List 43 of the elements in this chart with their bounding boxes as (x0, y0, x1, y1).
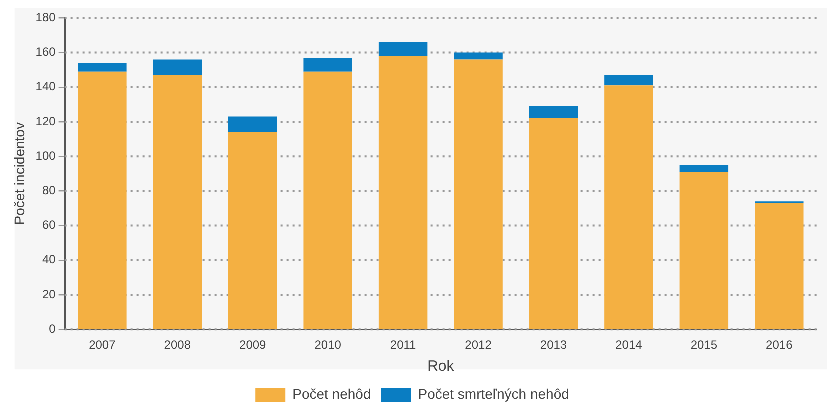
bar (228, 116, 278, 132)
bar (153, 60, 202, 76)
x-tick-label: 2014 (616, 338, 643, 352)
bar (228, 132, 278, 329)
y-tick-label: 20 (42, 287, 56, 302)
x-tick-label: 2010 (314, 338, 342, 352)
y-tick-label: 40 (42, 252, 56, 267)
bar (78, 72, 127, 329)
y-tick-label: 160 (36, 45, 56, 60)
x-axis-title: Rok (428, 358, 455, 376)
y-axis-title: Počet incidentov (11, 122, 28, 226)
bar (604, 86, 654, 329)
bar (78, 63, 127, 72)
x-tick-label: 2015 (690, 338, 718, 352)
bar (755, 203, 804, 329)
x-tick-label: 2016 (766, 338, 794, 352)
y-tick-label: 180 (36, 10, 56, 25)
x-tick-label: 2008 (164, 338, 192, 352)
bar (529, 118, 578, 329)
y-tick-label: 120 (36, 114, 56, 128)
y-tick-label: 100 (36, 148, 56, 163)
bar (454, 52, 503, 60)
bar (153, 75, 202, 329)
bar (680, 165, 729, 172)
x-tick-label: 2009 (240, 338, 267, 352)
bar (604, 75, 654, 86)
bar (680, 172, 729, 329)
y-tick-label: 0 (49, 322, 56, 336)
bar (529, 106, 578, 119)
x-tick-label: 2011 (390, 338, 417, 352)
y-tick-label: 140 (36, 80, 56, 94)
bar (378, 56, 428, 329)
legend-label: Počet smrteľných nehôd (418, 386, 570, 402)
bar (304, 58, 352, 72)
legend-label: Počet nehôd (292, 386, 372, 402)
x-tick-label: 2012 (465, 338, 492, 352)
bar (454, 60, 503, 329)
y-tick-label: 60 (42, 218, 56, 232)
y-tick-label: 80 (42, 184, 56, 198)
bar (304, 72, 352, 329)
bar (378, 42, 428, 56)
x-tick-label: 2013 (540, 338, 568, 352)
x-tick-label: 2007 (89, 338, 116, 352)
